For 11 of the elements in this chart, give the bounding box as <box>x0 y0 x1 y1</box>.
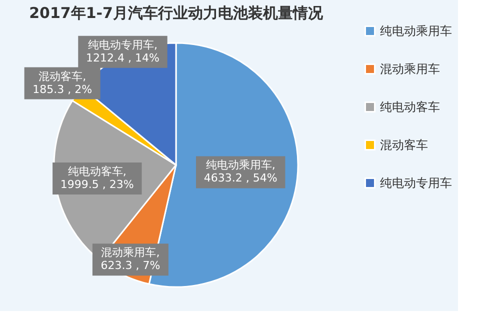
legend-label: 纯电动乘用车 <box>380 24 452 38</box>
legend-label: 混动客车 <box>380 138 428 152</box>
data-label: 混动乘用车, 623.3 , 7% <box>100 246 160 272</box>
legend-label: 纯电动专用车 <box>380 176 452 190</box>
data-label: 混动客车, 185.3 , 2% <box>32 70 92 96</box>
legend-label: 混动乘用车 <box>380 62 440 76</box>
chart-title: 2017年1-7月汽车行业动力电池装机量情况 <box>29 4 324 22</box>
data-label: 纯电动专用车, 1212.4 , 14% <box>86 38 160 64</box>
legend-label: 纯电动客车 <box>380 100 440 114</box>
data-label: 纯电动客车, 1999.5 , 23% <box>60 165 134 192</box>
data-label: 纯电动乘用车, 4633.2 , 54% <box>204 158 278 185</box>
